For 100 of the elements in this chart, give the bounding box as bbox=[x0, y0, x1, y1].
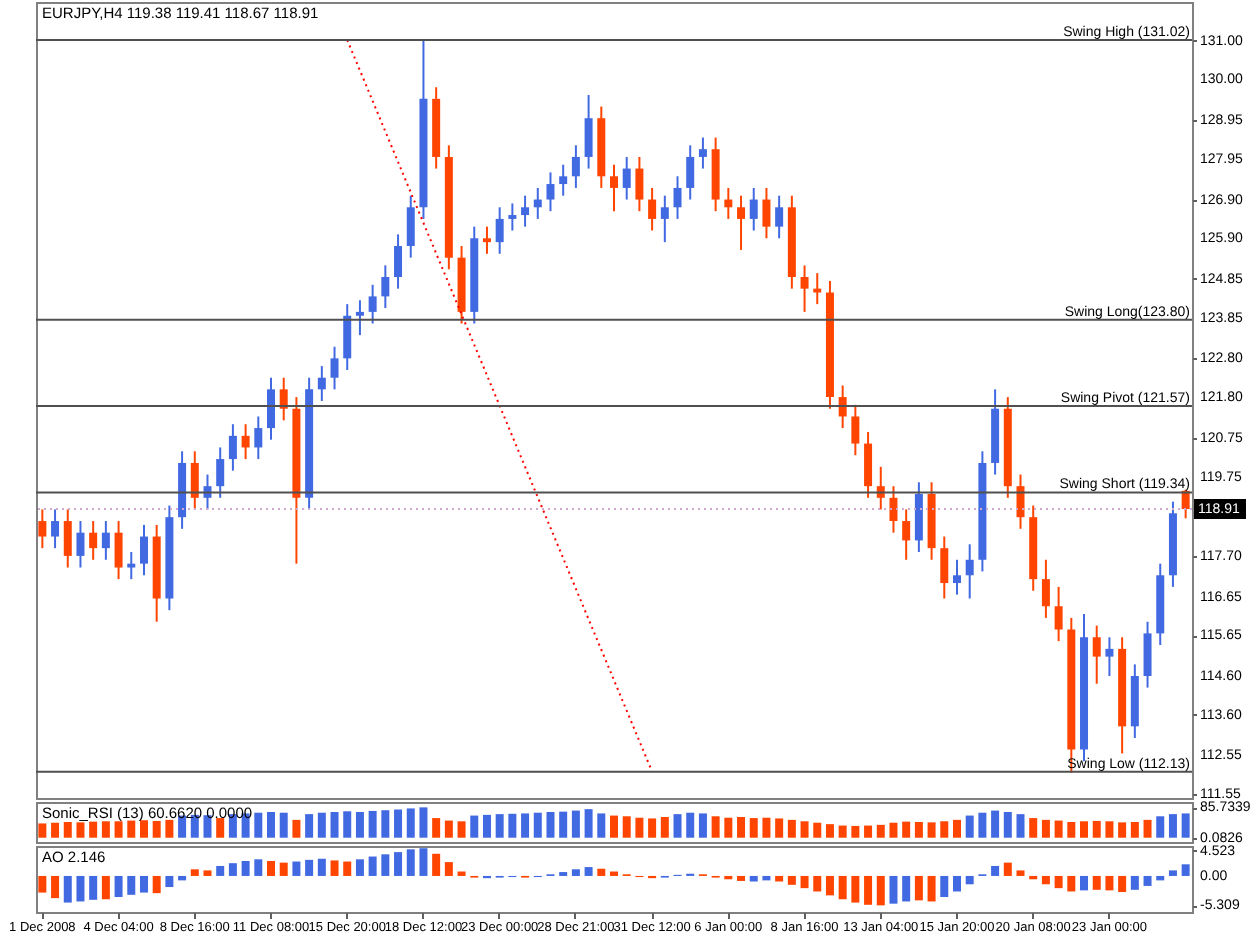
candlestick bbox=[317, 365, 326, 402]
bar bbox=[63, 822, 72, 838]
bar bbox=[914, 875, 923, 901]
bar bbox=[279, 862, 288, 876]
bar bbox=[254, 812, 263, 838]
candlestick bbox=[190, 450, 199, 511]
bar bbox=[394, 852, 403, 876]
bar bbox=[660, 817, 669, 838]
bar bbox=[203, 815, 212, 838]
bar bbox=[737, 817, 746, 838]
bar bbox=[279, 812, 288, 838]
candlestick bbox=[355, 299, 364, 337]
bar bbox=[368, 856, 377, 876]
bar bbox=[152, 820, 161, 838]
candlestick bbox=[63, 508, 72, 569]
bar bbox=[355, 812, 364, 838]
candlestick bbox=[902, 508, 911, 561]
candlestick bbox=[571, 144, 580, 189]
candlestick bbox=[889, 485, 898, 534]
bar bbox=[432, 853, 441, 876]
bar bbox=[165, 819, 174, 838]
bar bbox=[991, 810, 1000, 838]
bar bbox=[190, 869, 199, 876]
bar bbox=[914, 822, 923, 838]
bar bbox=[330, 812, 339, 838]
bar bbox=[1003, 862, 1012, 876]
candlestick bbox=[673, 175, 682, 220]
bar bbox=[101, 821, 110, 838]
candlestick bbox=[952, 558, 961, 596]
bar bbox=[1168, 870, 1177, 876]
bar bbox=[1181, 864, 1190, 876]
candlestick bbox=[139, 523, 148, 577]
bar bbox=[89, 821, 98, 838]
bar bbox=[355, 859, 364, 876]
candlestick bbox=[279, 376, 288, 422]
bar bbox=[1181, 813, 1190, 838]
bar bbox=[508, 813, 517, 838]
bar bbox=[775, 818, 784, 838]
bar bbox=[343, 861, 352, 876]
candlestick bbox=[737, 194, 746, 251]
candlestick bbox=[698, 136, 707, 170]
bar bbox=[368, 810, 377, 838]
bar bbox=[800, 821, 809, 838]
candlestick bbox=[51, 508, 60, 550]
bar bbox=[749, 818, 758, 838]
bar bbox=[495, 814, 504, 838]
candlestick bbox=[533, 186, 542, 220]
bar bbox=[241, 860, 250, 876]
bar bbox=[787, 819, 796, 838]
candlestick bbox=[343, 303, 352, 371]
bar bbox=[635, 817, 644, 838]
bar bbox=[1092, 820, 1101, 838]
bar bbox=[1130, 875, 1139, 890]
bar bbox=[584, 809, 593, 838]
candlestick bbox=[622, 155, 631, 201]
bar bbox=[864, 875, 873, 905]
bar bbox=[178, 815, 187, 838]
bar bbox=[419, 807, 428, 838]
bar bbox=[267, 860, 276, 876]
bar bbox=[965, 875, 974, 885]
candlestick bbox=[228, 423, 237, 472]
bar bbox=[38, 875, 47, 893]
bar bbox=[1130, 822, 1139, 838]
bar bbox=[927, 822, 936, 838]
bar bbox=[775, 875, 784, 882]
bar bbox=[902, 821, 911, 838]
bar bbox=[724, 817, 733, 838]
bar bbox=[622, 816, 631, 838]
candlestick bbox=[914, 481, 923, 554]
bar bbox=[597, 868, 606, 876]
bar bbox=[406, 849, 415, 876]
candlestick bbox=[482, 225, 491, 255]
candlestick bbox=[254, 415, 263, 461]
candlestick bbox=[686, 144, 695, 201]
bar bbox=[1067, 822, 1076, 838]
candlestick bbox=[1054, 585, 1063, 643]
candlestick bbox=[521, 194, 530, 228]
bar bbox=[825, 824, 834, 838]
bar bbox=[762, 817, 771, 838]
candlestick bbox=[101, 520, 110, 561]
bar bbox=[800, 875, 809, 889]
bar bbox=[178, 875, 187, 881]
bar bbox=[114, 821, 123, 838]
bar bbox=[1054, 820, 1063, 838]
bar bbox=[927, 875, 936, 902]
candlestick bbox=[267, 376, 276, 441]
candlestick bbox=[381, 264, 390, 309]
bar bbox=[889, 822, 898, 838]
bar bbox=[571, 810, 580, 838]
bar bbox=[482, 814, 491, 838]
candlestick bbox=[89, 520, 98, 561]
bar bbox=[152, 875, 161, 894]
bar bbox=[101, 875, 110, 900]
bar bbox=[292, 819, 301, 838]
bar bbox=[902, 875, 911, 902]
bar bbox=[1029, 818, 1038, 838]
bar bbox=[305, 814, 314, 838]
bar bbox=[216, 818, 225, 838]
bar bbox=[762, 875, 771, 881]
bar bbox=[737, 875, 746, 881]
